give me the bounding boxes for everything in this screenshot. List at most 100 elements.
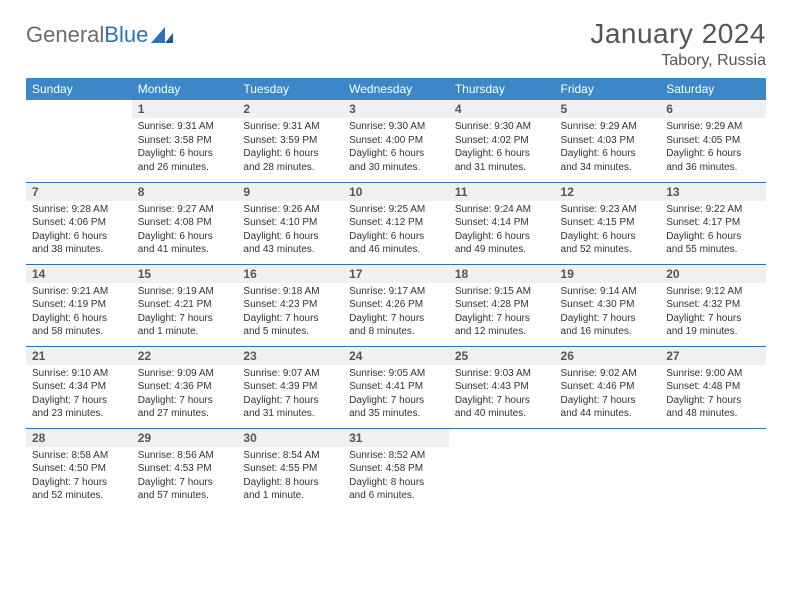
calendar-table: SundayMondayTuesdayWednesdayThursdayFrid…: [26, 78, 766, 510]
calendar-cell: [26, 100, 132, 182]
day-detail-line: Daylight: 6 hours: [666, 230, 760, 244]
calendar-cell: 2Sunrise: 9:31 AMSunset: 3:59 PMDaylight…: [237, 100, 343, 182]
day-number: 26: [555, 347, 661, 365]
day-number: 23: [237, 347, 343, 365]
day-detail-line: Sunrise: 8:52 AM: [349, 449, 443, 463]
day-detail-line: Sunset: 4:02 PM: [455, 134, 549, 148]
day-detail-line: and 36 minutes.: [666, 161, 760, 175]
day-detail-line: and 46 minutes.: [349, 243, 443, 257]
day-detail-line: and 58 minutes.: [32, 325, 126, 339]
day-detail-line: Sunset: 4:36 PM: [138, 380, 232, 394]
day-detail-line: and 19 minutes.: [666, 325, 760, 339]
day-number: 16: [237, 265, 343, 283]
day-detail-line: Sunrise: 9:03 AM: [455, 367, 549, 381]
calendar-cell: 17Sunrise: 9:17 AMSunset: 4:26 PMDayligh…: [343, 264, 449, 346]
weekday-header: Sunday: [26, 78, 132, 100]
day-detail-line: Sunset: 4:43 PM: [455, 380, 549, 394]
day-detail-line: Daylight: 6 hours: [349, 230, 443, 244]
day-details: Sunrise: 8:58 AMSunset: 4:50 PMDaylight:…: [26, 447, 132, 503]
day-details: Sunrise: 9:25 AMSunset: 4:12 PMDaylight:…: [343, 201, 449, 257]
day-detail-line: Sunrise: 8:58 AM: [32, 449, 126, 463]
day-detail-line: and 1 minute.: [138, 325, 232, 339]
day-detail-line: Sunrise: 9:00 AM: [666, 367, 760, 381]
day-detail-line: Sunset: 4:32 PM: [666, 298, 760, 312]
day-number: 12: [555, 183, 661, 201]
day-number: 6: [660, 100, 766, 118]
day-detail-line: Sunset: 4:21 PM: [138, 298, 232, 312]
day-detail-line: and 48 minutes.: [666, 407, 760, 421]
calendar-cell: 11Sunrise: 9:24 AMSunset: 4:14 PMDayligh…: [449, 182, 555, 264]
day-detail-line: Sunset: 4:34 PM: [32, 380, 126, 394]
calendar-cell: 18Sunrise: 9:15 AMSunset: 4:28 PMDayligh…: [449, 264, 555, 346]
day-detail-line: Sunset: 4:48 PM: [666, 380, 760, 394]
calendar-row: 14Sunrise: 9:21 AMSunset: 4:19 PMDayligh…: [26, 264, 766, 346]
day-detail-line: and 31 minutes.: [455, 161, 549, 175]
calendar-row: 1Sunrise: 9:31 AMSunset: 3:58 PMDaylight…: [26, 100, 766, 182]
day-detail-line: and 6 minutes.: [349, 489, 443, 503]
day-detail-line: and 44 minutes.: [561, 407, 655, 421]
day-number: 17: [343, 265, 449, 283]
month-title: January 2024: [590, 18, 766, 50]
day-detail-line: and 49 minutes.: [455, 243, 549, 257]
day-detail-line: Sunset: 4:12 PM: [349, 216, 443, 230]
day-detail-line: Daylight: 7 hours: [32, 476, 126, 490]
day-detail-line: Sunrise: 9:19 AM: [138, 285, 232, 299]
day-detail-line: Daylight: 7 hours: [455, 394, 549, 408]
calendar-cell: 9Sunrise: 9:26 AMSunset: 4:10 PMDaylight…: [237, 182, 343, 264]
day-details: Sunrise: 9:26 AMSunset: 4:10 PMDaylight:…: [237, 201, 343, 257]
day-details: Sunrise: 9:29 AMSunset: 4:05 PMDaylight:…: [660, 118, 766, 174]
day-detail-line: Sunrise: 9:29 AM: [561, 120, 655, 134]
day-number: 3: [343, 100, 449, 118]
day-detail-line: Sunset: 4:26 PM: [349, 298, 443, 312]
day-detail-line: Sunset: 4:39 PM: [243, 380, 337, 394]
weekday-header: Tuesday: [237, 78, 343, 100]
day-detail-line: Sunrise: 9:27 AM: [138, 203, 232, 217]
day-detail-line: Daylight: 6 hours: [455, 147, 549, 161]
day-number: 19: [555, 265, 661, 283]
day-detail-line: Sunrise: 9:07 AM: [243, 367, 337, 381]
day-details: Sunrise: 9:27 AMSunset: 4:08 PMDaylight:…: [132, 201, 238, 257]
day-details: Sunrise: 9:07 AMSunset: 4:39 PMDaylight:…: [237, 365, 343, 421]
calendar-cell: 30Sunrise: 8:54 AMSunset: 4:55 PMDayligh…: [237, 428, 343, 510]
day-detail-line: Sunrise: 9:10 AM: [32, 367, 126, 381]
calendar-cell: 20Sunrise: 9:12 AMSunset: 4:32 PMDayligh…: [660, 264, 766, 346]
calendar-cell: 29Sunrise: 8:56 AMSunset: 4:53 PMDayligh…: [132, 428, 238, 510]
calendar-cell: 15Sunrise: 9:19 AMSunset: 4:21 PMDayligh…: [132, 264, 238, 346]
calendar-cell: 10Sunrise: 9:25 AMSunset: 4:12 PMDayligh…: [343, 182, 449, 264]
day-detail-line: Sunset: 4:06 PM: [32, 216, 126, 230]
day-detail-line: Sunset: 4:10 PM: [243, 216, 337, 230]
day-detail-line: Sunrise: 9:02 AM: [561, 367, 655, 381]
calendar-cell: 5Sunrise: 9:29 AMSunset: 4:03 PMDaylight…: [555, 100, 661, 182]
day-detail-line: and 40 minutes.: [455, 407, 549, 421]
day-detail-line: Sunrise: 9:09 AM: [138, 367, 232, 381]
day-details: Sunrise: 9:28 AMSunset: 4:06 PMDaylight:…: [26, 201, 132, 257]
day-number: 13: [660, 183, 766, 201]
calendar-cell: 1Sunrise: 9:31 AMSunset: 3:58 PMDaylight…: [132, 100, 238, 182]
day-number: 28: [26, 429, 132, 447]
title-block: January 2024 Tabory, Russia: [590, 18, 766, 70]
day-detail-line: Sunrise: 9:21 AM: [32, 285, 126, 299]
day-detail-line: and 55 minutes.: [666, 243, 760, 257]
day-details: Sunrise: 9:23 AMSunset: 4:15 PMDaylight:…: [555, 201, 661, 257]
calendar-row: 7Sunrise: 9:28 AMSunset: 4:06 PMDaylight…: [26, 182, 766, 264]
day-details: Sunrise: 9:21 AMSunset: 4:19 PMDaylight:…: [26, 283, 132, 339]
day-detail-line: Daylight: 6 hours: [455, 230, 549, 244]
day-number: 18: [449, 265, 555, 283]
day-detail-line: Sunrise: 9:22 AM: [666, 203, 760, 217]
day-detail-line: Sunrise: 9:05 AM: [349, 367, 443, 381]
calendar-cell: 26Sunrise: 9:02 AMSunset: 4:46 PMDayligh…: [555, 346, 661, 428]
calendar-cell: 21Sunrise: 9:10 AMSunset: 4:34 PMDayligh…: [26, 346, 132, 428]
day-detail-line: Sunset: 4:14 PM: [455, 216, 549, 230]
day-details: Sunrise: 9:30 AMSunset: 4:00 PMDaylight:…: [343, 118, 449, 174]
day-details: Sunrise: 9:24 AMSunset: 4:14 PMDaylight:…: [449, 201, 555, 257]
day-detail-line: Daylight: 7 hours: [666, 312, 760, 326]
weekday-row: SundayMondayTuesdayWednesdayThursdayFrid…: [26, 78, 766, 100]
day-detail-line: Daylight: 7 hours: [349, 394, 443, 408]
day-detail-line: and 27 minutes.: [138, 407, 232, 421]
day-detail-line: Sunrise: 8:56 AM: [138, 449, 232, 463]
day-details: Sunrise: 9:03 AMSunset: 4:43 PMDaylight:…: [449, 365, 555, 421]
day-details: Sunrise: 8:56 AMSunset: 4:53 PMDaylight:…: [132, 447, 238, 503]
day-detail-line: Sunrise: 9:30 AM: [349, 120, 443, 134]
calendar-cell: 7Sunrise: 9:28 AMSunset: 4:06 PMDaylight…: [26, 182, 132, 264]
day-number: 1: [132, 100, 238, 118]
